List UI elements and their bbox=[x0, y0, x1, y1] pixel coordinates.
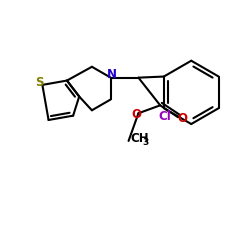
Text: S: S bbox=[35, 76, 44, 90]
Text: Cl: Cl bbox=[158, 110, 171, 122]
Text: O: O bbox=[132, 108, 141, 121]
Text: O: O bbox=[177, 112, 187, 125]
Text: CH: CH bbox=[130, 132, 149, 145]
Text: 3: 3 bbox=[142, 138, 149, 147]
Text: N: N bbox=[107, 68, 117, 81]
